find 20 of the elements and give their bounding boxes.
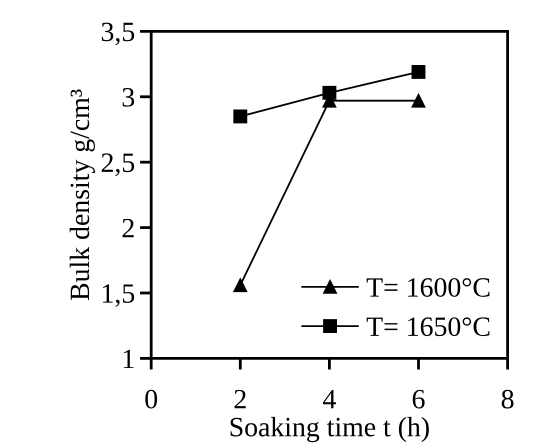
legend-label: T= 1650°C (366, 317, 490, 336)
x-tick-label: 0 (145, 390, 158, 409)
point (412, 64, 426, 79)
point (412, 94, 426, 108)
y-tick-label: 1,5 (102, 284, 134, 307)
point (233, 109, 248, 124)
y-axis-title: Bulk density g/cm³ (70, 89, 95, 300)
x-tick-label: 8 (502, 390, 514, 409)
x-tick-label: 4 (323, 390, 336, 408)
y-tick-label: 1 (124, 350, 134, 368)
y-tick-label: 2,5 (102, 153, 134, 176)
x-tick-label: 2 (234, 390, 246, 408)
y-tick-label: 3,5 (102, 22, 134, 46)
point (322, 86, 336, 100)
y-tick-label: 2 (122, 218, 134, 238)
point (233, 278, 248, 292)
legend-label: T= 1600°C (366, 278, 490, 297)
x-tick-label: 6 (412, 390, 425, 409)
x-axis-title: Soaking time t (h) (230, 416, 429, 442)
y-tick-label: 3 (122, 88, 134, 107)
